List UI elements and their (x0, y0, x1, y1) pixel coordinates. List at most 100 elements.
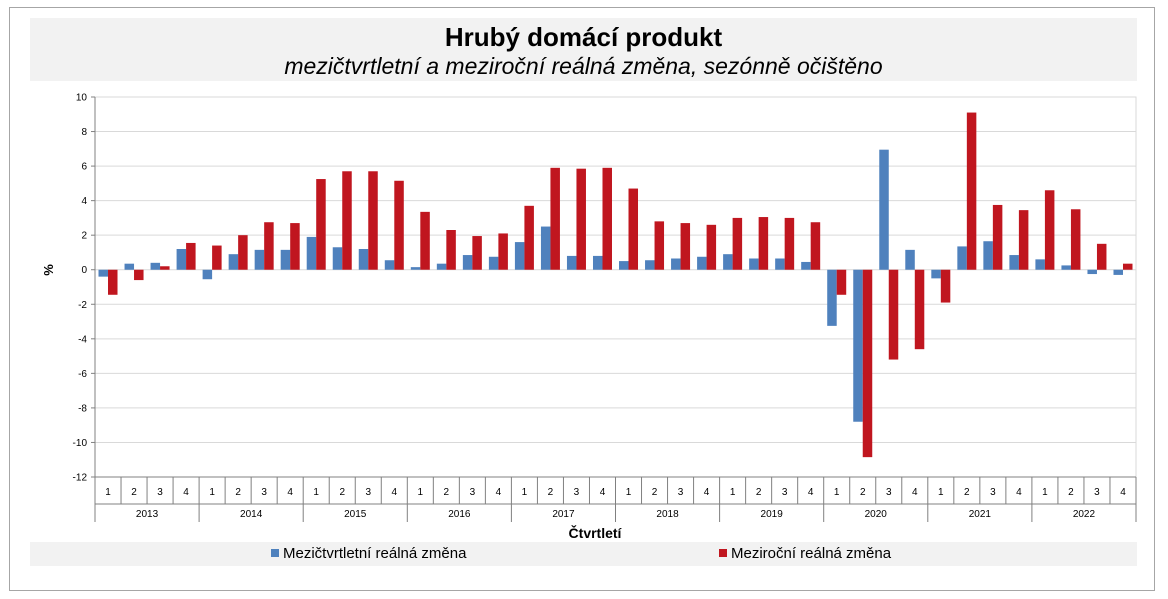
y-tick-label: -8 (78, 403, 87, 414)
bar-mezirocni (160, 266, 170, 270)
bar-mezictvrtletni (462, 255, 473, 270)
x-tick-label-year: 2020 (865, 509, 888, 520)
x-tick-label-year: 2016 (448, 509, 471, 520)
x-tick-label-quarter: 3 (261, 487, 267, 498)
x-tick-label-quarter: 3 (470, 487, 476, 498)
bar-mezirocni (810, 222, 821, 270)
bar-mezirocni (498, 233, 508, 270)
bar-mezirocni (758, 217, 769, 270)
axes: 10 8 6 4 2 0 -2 -4 -6 -8 -10 -12 1 2 3 4 1 2 3 4 1 2 3 4 1 2 3 4 1 2 3… (73, 93, 1137, 522)
x-tick-label-quarter: 1 (730, 487, 736, 498)
x-tick-label-quarter: 2 (444, 487, 450, 498)
bar-mezirocni (602, 167, 612, 270)
bar-mezictvrtletni (332, 247, 343, 270)
bar-mezictvrtletni (566, 255, 577, 270)
bar-mezictvrtletni (384, 260, 395, 270)
bar-mezirocni (1096, 243, 1107, 270)
bar-mezictvrtletni (983, 241, 993, 270)
bar-mezictvrtletni (723, 254, 733, 270)
bar-mezictvrtletni (853, 269, 863, 422)
bar-mezictvrtletni (592, 255, 603, 270)
bar-mezictvrtletni (150, 262, 161, 270)
y-axis-label: % (41, 264, 56, 276)
bar-mezirocni (706, 224, 717, 270)
bar-mezictvrtletni (124, 263, 135, 270)
bar-mezirocni (784, 217, 795, 270)
bar-mezirocni (732, 217, 743, 270)
y-tick-label: -4 (78, 334, 87, 345)
legend-swatch-series1 (271, 549, 279, 557)
x-tick-label-quarter: 3 (678, 487, 684, 498)
legend: Mezičtvrtletní reálná změna Meziroční re… (30, 542, 1137, 566)
bar-mezictvrtletni (749, 258, 759, 270)
bar-mezictvrtletni (540, 226, 551, 270)
x-tick-label-year: 2014 (240, 509, 263, 520)
x-tick-label-quarter: 3 (886, 487, 892, 498)
x-tick-label-quarter: 4 (600, 487, 606, 498)
bar-mezictvrtletni (931, 269, 941, 279)
x-tick-label-quarter: 1 (834, 487, 840, 498)
y-tick-label: 0 (81, 265, 87, 276)
bar-mezirocni (862, 269, 873, 458)
x-tick-label-quarter: 4 (287, 487, 293, 498)
bar-mezictvrtletni (176, 249, 187, 270)
chart-subtitle: mezičtvrtletní a meziroční reálná změna,… (284, 53, 883, 79)
bar-mezirocni (524, 205, 534, 270)
x-tick-label-quarter: 2 (964, 487, 970, 498)
bar-mezictvrtletni (879, 149, 889, 270)
y-tick-label: 2 (81, 231, 87, 242)
x-tick-label-quarter: 3 (782, 487, 788, 498)
bar-mezictvrtletni (697, 256, 707, 270)
bar-mezirocni (342, 171, 352, 270)
x-tick-label-quarter: 4 (392, 487, 398, 498)
bar-mezictvrtletni (775, 258, 785, 270)
x-tick-label-year: 2021 (969, 509, 992, 520)
bar-mezirocni (134, 269, 144, 281)
x-tick-label-year: 2013 (136, 509, 159, 520)
bar-mezictvrtletni (1035, 259, 1045, 270)
bar-mezictvrtletni (1113, 269, 1123, 275)
chart-title: Hrubý domácí produkt (444, 22, 723, 52)
bar-mezictvrtletni (1061, 265, 1071, 270)
x-tick-label-year: 2015 (344, 509, 367, 520)
x-tick-label-year: 2019 (761, 509, 784, 520)
plot-area (94, 96, 1137, 478)
y-tick-label: 10 (76, 93, 88, 104)
bar-mezirocni (1070, 209, 1081, 270)
legend-swatch-series2 (719, 549, 727, 557)
x-tick-label-quarter: 1 (1042, 487, 1048, 498)
x-tick-label-year: 2022 (1073, 509, 1096, 520)
x-tick-label-quarter: 3 (157, 487, 163, 498)
bar-mezictvrtletni (306, 236, 317, 270)
x-axis-label: Čtvrtletí (569, 524, 623, 541)
bar-mezirocni (550, 167, 560, 270)
bar-mezirocni (264, 222, 274, 270)
x-tick-label-quarter: 1 (313, 487, 319, 498)
bar-mezictvrtletni (905, 249, 915, 270)
y-tick-label: 4 (81, 196, 87, 207)
x-tick-label-quarter: 4 (496, 487, 502, 498)
y-tick-label: 8 (81, 127, 87, 138)
x-tick-label-quarter: 2 (652, 487, 658, 498)
bar-mezirocni (966, 112, 977, 270)
y-tick-label: -6 (78, 369, 87, 380)
x-tick-label-quarter: 1 (418, 487, 424, 498)
bar-mezictvrtletni (1087, 269, 1097, 275)
bar-mezictvrtletni (801, 261, 811, 270)
bar-mezictvrtletni (358, 249, 369, 270)
x-tick-label-quarter: 2 (860, 487, 866, 498)
bar-mezirocni (992, 204, 1003, 270)
bar-mezictvrtletni (827, 269, 837, 326)
x-tick-label-quarter: 4 (1016, 487, 1022, 498)
title-box: Hrubý domácí produkt mezičtvrtletní a me… (30, 18, 1137, 81)
y-tick-label: -12 (73, 473, 88, 484)
bar-mezirocni (394, 180, 404, 270)
x-tick-label-quarter: 1 (938, 487, 944, 498)
x-tick-label-quarter: 4 (912, 487, 918, 498)
bar-mezictvrtletni (410, 267, 421, 270)
bar-mezictvrtletni (957, 246, 967, 270)
bar-mezictvrtletni (436, 263, 447, 270)
x-tick-label-quarter: 1 (522, 487, 528, 498)
bar-mezirocni (576, 168, 586, 270)
